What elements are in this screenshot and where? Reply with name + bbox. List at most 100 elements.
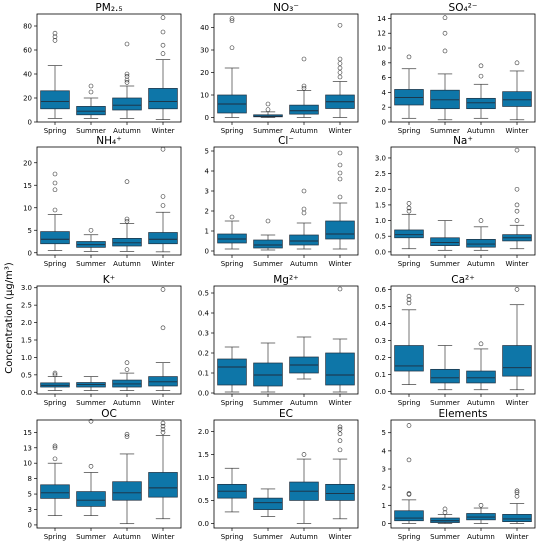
x-tick-label: Winter	[505, 127, 528, 135]
box-autumn	[466, 63, 496, 119]
box-winter	[502, 147, 532, 250]
outlier-point	[514, 186, 520, 192]
y-tick-label: 20	[23, 159, 32, 167]
box-winter	[148, 15, 178, 120]
box-spring	[394, 423, 424, 524]
y-tick-label: 0.3	[198, 330, 209, 338]
outlier-point	[442, 506, 448, 512]
x-tick-label: Summer	[76, 127, 106, 135]
y-tick-label: 80	[23, 23, 32, 31]
x-tick-label: Spring	[398, 399, 421, 407]
x-tick-label: Winter	[505, 533, 528, 541]
iqr-box	[148, 376, 178, 387]
outlier-point	[478, 218, 484, 223]
outlier-point	[52, 372, 58, 378]
box-autumn	[289, 188, 319, 250]
outlier-point	[88, 227, 94, 233]
box-summer	[76, 418, 106, 517]
y-tick-label: 0.0	[198, 520, 209, 528]
axes-frame	[213, 146, 359, 256]
outlier-point	[160, 287, 166, 292]
outlier-point	[337, 162, 343, 168]
y-tick-label: 0	[382, 119, 386, 127]
panel-2: SO₄²⁻ 0 2 4 6 8 10 12 14 Spring Summer Autumn Winter	[377, 2, 536, 135]
outlier-point	[406, 491, 412, 496]
y-tick-label: 0.5	[21, 371, 32, 379]
panel-6: K⁺ 0.0 0.5 1.0 1.5 2.0 2.5 3.0 Spring Summer Autum…	[21, 274, 182, 407]
box-autumn	[289, 452, 319, 524]
box-winter	[325, 424, 355, 520]
iqr-box	[394, 510, 424, 522]
iqr-box	[325, 352, 355, 386]
outlier-point	[301, 85, 307, 91]
y-tick-label: 3	[382, 466, 386, 474]
outlier-point	[301, 83, 307, 89]
box-spring	[394, 201, 424, 250]
panel-title: Cl⁻	[278, 135, 294, 147]
box-spring	[217, 16, 247, 118]
box-spring	[217, 346, 247, 393]
outlier-point	[88, 83, 94, 89]
outlier-point	[337, 61, 343, 66]
x-tick-label: Winter	[328, 533, 351, 541]
outlier-point	[52, 445, 58, 451]
y-tick-label: 0.3	[375, 337, 386, 345]
box-spring	[217, 467, 247, 513]
outlier-point	[406, 423, 412, 428]
outlier-point	[265, 218, 271, 224]
box-autumn	[112, 41, 142, 119]
iqr-box	[217, 233, 247, 244]
outlier-point	[160, 325, 166, 331]
panel-title: Elements	[439, 408, 488, 420]
iqr-box	[502, 514, 532, 522]
outlier-point	[124, 431, 130, 437]
y-axis-label: Concentration (µg/m³)	[4, 262, 15, 374]
panel-title: Na⁺	[453, 135, 473, 147]
box-summer	[430, 220, 460, 251]
outlier-point	[406, 208, 412, 214]
box-autumn	[466, 503, 496, 524]
box-summer	[253, 218, 283, 251]
y-tick-label: 0	[205, 248, 209, 256]
box-summer	[430, 506, 460, 524]
outlier-point	[52, 370, 58, 376]
x-tick-label: Winter	[328, 399, 351, 407]
x-tick-label: Autumn	[113, 399, 141, 407]
y-tick-label: 0.6	[375, 286, 387, 294]
y-tick-label: 3.0	[21, 284, 32, 292]
outlier-point	[337, 74, 343, 80]
outlier-point	[337, 447, 343, 453]
iqr-box	[253, 239, 283, 249]
outlier-point	[124, 77, 130, 83]
outlier-point	[52, 443, 58, 449]
box-winter	[502, 287, 532, 391]
panel-1: NO₃⁻ 0 10 20 30 40 Spring Summer Autumn Winter	[200, 2, 359, 135]
x-tick-label: Summer	[430, 399, 460, 407]
y-tick-label: 0.4	[198, 310, 210, 318]
outlier-point	[514, 287, 520, 292]
y-tick-label: 20	[23, 95, 32, 103]
outlier-point	[229, 45, 235, 51]
y-tick-label: 2.0	[21, 319, 32, 327]
y-tick-label: 12	[377, 30, 386, 38]
iqr-box	[112, 481, 142, 501]
outlier-point	[301, 452, 307, 457]
outlier-point	[160, 420, 166, 426]
x-tick-label: Summer	[253, 533, 283, 541]
x-tick-label: Autumn	[290, 260, 318, 268]
panel-title: SO₄²⁻	[449, 2, 478, 14]
y-tick-label: 8	[28, 475, 32, 483]
iqr-box	[394, 229, 424, 239]
outlier-point	[301, 56, 307, 62]
outlier-point	[160, 203, 166, 208]
outlier-point	[442, 510, 448, 515]
outlier-point	[160, 426, 166, 432]
outlier-point	[337, 438, 343, 443]
outlier-point	[229, 18, 235, 24]
panel-7: Mg²⁺ 0.0 0.1 0.2 0.3 0.4 0.5 Spring Summer Autumn…	[198, 274, 359, 407]
outlier-point	[301, 210, 307, 216]
y-tick-label: 2	[382, 484, 386, 492]
x-tick-label: Spring	[221, 399, 244, 407]
outlier-point	[406, 54, 412, 60]
